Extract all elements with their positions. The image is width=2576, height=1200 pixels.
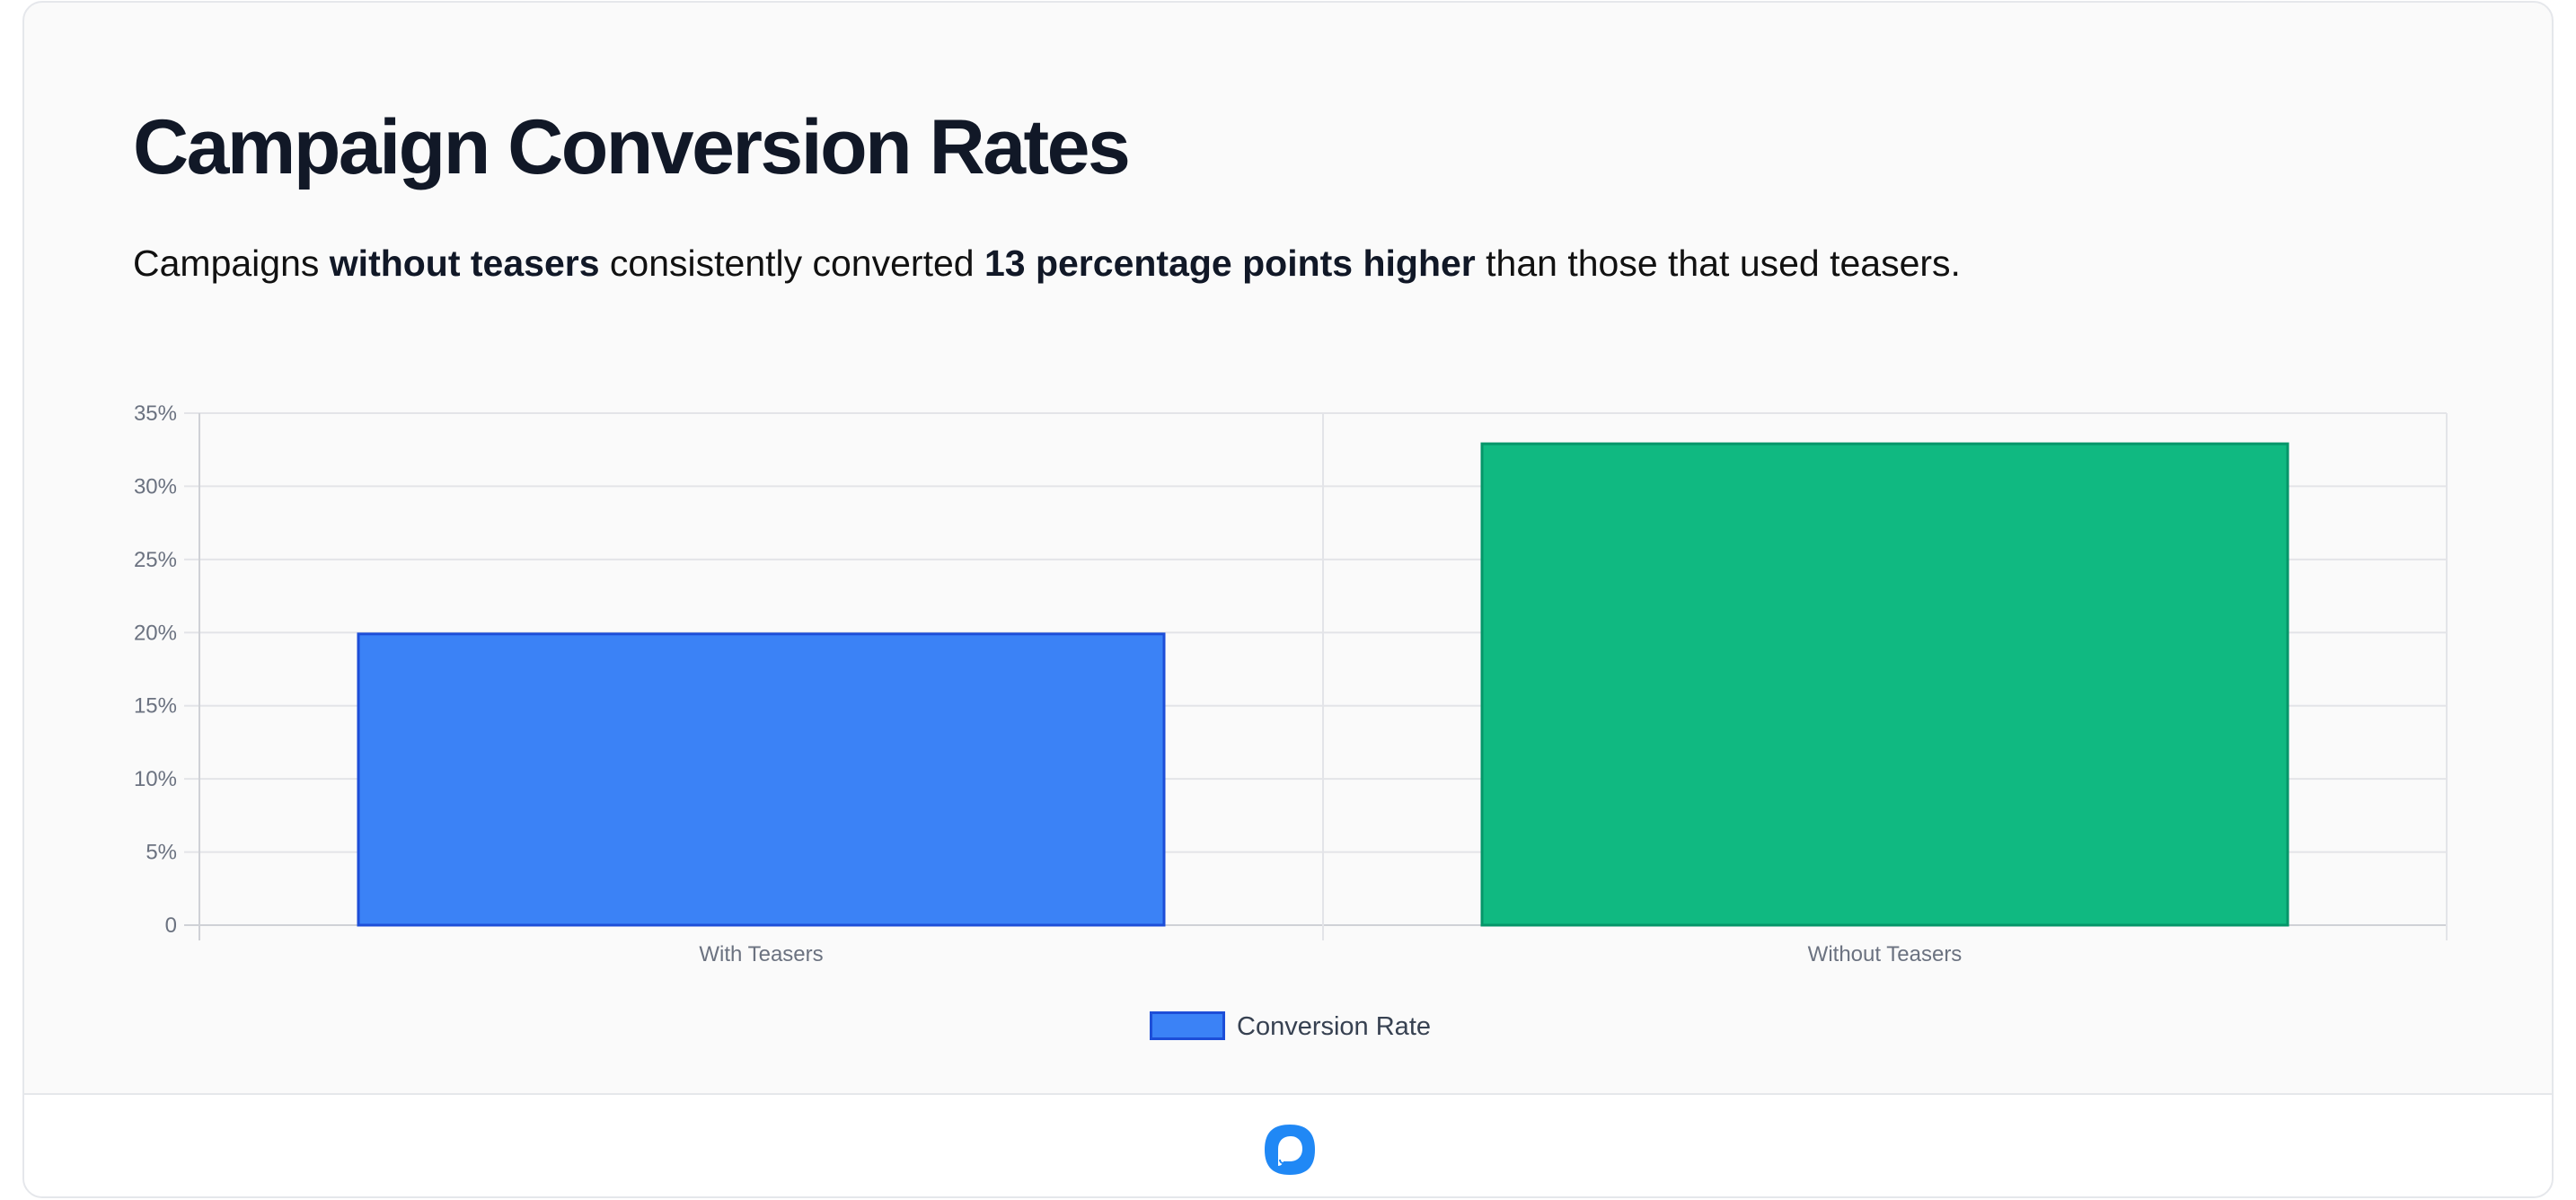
legend-swatch: [1150, 1011, 1225, 1040]
subtitle-emphasis: 13 percentage points higher: [984, 243, 1476, 284]
bar-chart: 0 5% 10% 15% 20% 25% 30% 35% With Teasers Without…: [134, 401, 2448, 1041]
y-tick-label: 0: [165, 913, 177, 938]
x-tick-label: Without Teasers: [1808, 942, 1963, 966]
chart-card: Campaign Conversion Rates Campaigns with…: [22, 1, 2554, 1198]
footer: [24, 1093, 2552, 1196]
y-tick-label: 10%: [134, 767, 177, 791]
bar-without-teasers: [1480, 442, 2289, 927]
y-tick-label: 5%: [146, 841, 177, 865]
y-tick-label: 30%: [134, 474, 177, 499]
subtitle-emphasis: without teasers: [329, 243, 600, 284]
subtitle-part: Campaigns: [133, 243, 330, 284]
subtitle-part: consistently converted: [599, 243, 984, 284]
x-tick-label: With Teasers: [699, 942, 823, 966]
legend-label: Conversion Rate: [1237, 1012, 1431, 1041]
y-tick-label: 25%: [134, 548, 177, 572]
subtitle-part: than those that used teasers.: [1475, 243, 1961, 284]
page-title: Campaign Conversion Rates: [133, 104, 1131, 190]
y-tick-label: 35%: [134, 401, 177, 426]
y-tick-label: 15%: [134, 694, 177, 719]
y-tick-label: 20%: [134, 621, 177, 645]
chat-bubble-logo-icon: [1265, 1125, 1315, 1175]
bar-with-teasers: [357, 632, 1166, 927]
page-subtitle: Campaigns without teasers consistently c…: [133, 242, 1961, 286]
